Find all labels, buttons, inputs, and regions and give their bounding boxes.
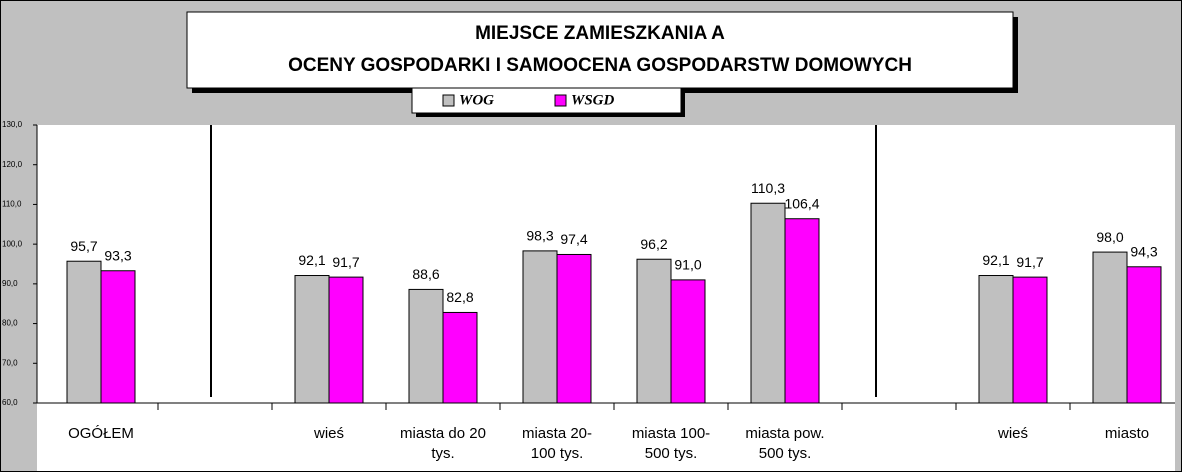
legend-swatch — [442, 94, 455, 107]
legend-swatch — [554, 94, 567, 107]
y-tick-label: 70,0 — [2, 358, 18, 367]
value-label: 88,6 — [412, 266, 439, 282]
bar — [294, 275, 330, 404]
title-box — [186, 11, 1014, 89]
y-tick-label: 130,0 — [2, 120, 23, 129]
x-tick-label: miasta do 20 tys. — [400, 425, 486, 462]
y-tick-label: 80,0 — [2, 319, 18, 328]
value-label: 92,1 — [982, 252, 1009, 268]
x-tick-label: OGÓŁEM — [68, 425, 134, 442]
value-label: 91,7 — [1016, 254, 1043, 270]
bar — [784, 218, 820, 404]
chart-title: OCENY GOSPODARKI I SAMOOCENA GOSPODARSTW… — [288, 55, 912, 76]
value-label: 94,3 — [1130, 243, 1157, 259]
bar — [556, 253, 592, 404]
value-label: 98,0 — [1096, 229, 1123, 245]
bar — [750, 202, 786, 404]
y-tick-label: 120,0 — [2, 160, 23, 169]
value-label: 106,4 — [784, 195, 819, 211]
x-tick-label: miasta 20-100 tys. — [521, 425, 593, 462]
legend-label: WOG — [459, 92, 494, 108]
y-tick-label: 100,0 — [2, 239, 23, 248]
legend-box — [411, 87, 682, 114]
value-label: 82,8 — [446, 289, 473, 305]
value-label: 91,0 — [674, 257, 701, 273]
bar — [1092, 251, 1128, 404]
chart-title: MIEJSCE ZAMIESZKANIA A — [475, 23, 725, 44]
value-label: 95,7 — [70, 238, 97, 254]
bar — [408, 288, 444, 404]
y-tick-label: 110,0 — [2, 200, 22, 209]
x-tick-label: wieś — [313, 425, 344, 442]
bar — [1126, 266, 1162, 404]
value-label: 96,2 — [640, 236, 667, 252]
value-label: 91,7 — [332, 254, 359, 270]
x-tick-label: miasta 100-500 tys. — [631, 425, 711, 462]
value-label: 110,3 — [751, 180, 785, 196]
bar — [100, 270, 136, 404]
bar — [328, 276, 364, 404]
bar — [670, 279, 706, 404]
x-tick-label: miasto — [1104, 425, 1150, 442]
y-tick-label: 90,0 — [2, 279, 18, 288]
value-label: 97,4 — [560, 231, 587, 247]
value-label: 98,3 — [526, 228, 553, 244]
value-label: 92,1 — [298, 252, 325, 268]
x-tick-label: wieś — [997, 425, 1028, 442]
bar — [442, 311, 478, 404]
bar — [1012, 276, 1048, 404]
bar — [636, 258, 672, 404]
bar — [522, 250, 558, 404]
bar — [66, 260, 102, 404]
bar — [978, 275, 1014, 404]
x-tick-label: miasta pow. 500 tys. — [745, 425, 825, 462]
legend-label: WSGD — [571, 92, 615, 108]
y-tick-label: 60,0 — [2, 398, 18, 407]
value-label: 93,3 — [104, 247, 131, 263]
